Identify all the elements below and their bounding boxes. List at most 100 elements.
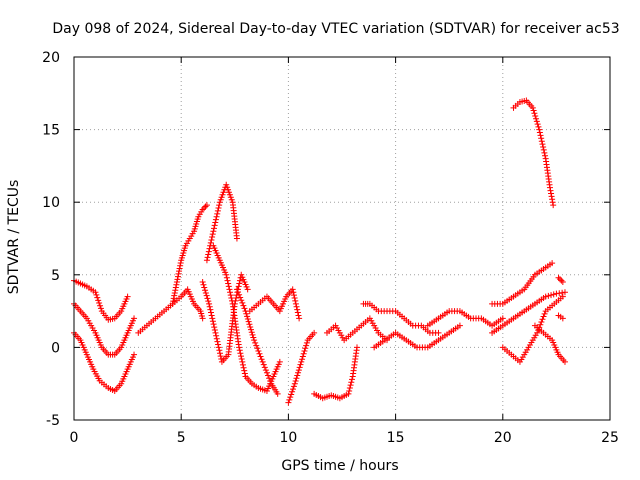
data-point: [172, 284, 179, 291]
data-point: [561, 358, 568, 365]
data-point: [542, 293, 549, 300]
data-point: [243, 310, 250, 317]
data-point: [215, 344, 222, 351]
data-point: [206, 300, 213, 307]
data-point: [245, 318, 252, 325]
data-point: [203, 202, 210, 209]
data-point: [209, 315, 216, 322]
data-point: [535, 327, 542, 334]
data-point: [538, 135, 545, 142]
series-track-j: [246, 286, 303, 322]
data-point: [239, 299, 246, 306]
series-track-b: [71, 300, 138, 358]
series-track-v: [555, 274, 566, 286]
data-point: [171, 289, 178, 296]
data-point: [274, 390, 281, 397]
data-point: [540, 146, 547, 153]
data-point: [538, 138, 545, 145]
data-point: [293, 375, 300, 382]
data-point: [545, 292, 552, 299]
data-point: [247, 323, 254, 330]
y-tick-label: 0: [51, 340, 60, 356]
data-point: [261, 364, 268, 371]
data-point: [244, 286, 251, 293]
data-point: [206, 303, 213, 310]
data-point: [541, 310, 548, 317]
data-point: [235, 289, 242, 296]
data-point: [208, 309, 215, 316]
data-point: [241, 370, 248, 377]
data-point: [227, 289, 234, 296]
data-point: [199, 206, 206, 213]
data-point: [546, 184, 553, 191]
data-point: [170, 298, 177, 305]
data-point: [263, 369, 270, 376]
data-point: [258, 356, 265, 363]
x-tick-label: 15: [387, 430, 405, 446]
data-point: [499, 315, 506, 322]
grid: [74, 57, 610, 420]
data-point: [202, 289, 209, 296]
series-track-m: [323, 315, 391, 344]
data-point: [229, 297, 236, 304]
data-point: [96, 300, 103, 307]
data-point: [210, 321, 217, 328]
data-points: [71, 97, 568, 406]
data-point: [244, 313, 251, 320]
series-track-l: [311, 344, 361, 402]
data-point: [212, 216, 219, 223]
data-point: [208, 312, 215, 319]
data-point: [435, 329, 442, 336]
data-point: [286, 396, 293, 403]
data-point: [207, 239, 214, 246]
data-point: [252, 339, 259, 346]
series-track-w: [555, 312, 566, 322]
data-point: [201, 205, 208, 212]
data-point: [213, 213, 220, 220]
data-point: [224, 277, 231, 284]
data-point: [300, 350, 307, 357]
data-point: [176, 268, 183, 275]
y-tick-label: -5: [46, 413, 60, 429]
data-point: [205, 298, 212, 305]
data-point: [559, 293, 566, 300]
data-point: [212, 329, 219, 336]
data-point: [199, 279, 206, 286]
data-point: [174, 276, 181, 283]
data-point: [303, 342, 310, 349]
y-tick-label: 10: [42, 195, 60, 211]
data-point: [534, 121, 541, 128]
series-track-d: [135, 286, 206, 336]
data-point: [202, 287, 209, 294]
data-point: [537, 132, 544, 139]
data-point: [93, 291, 100, 298]
data-point: [549, 199, 556, 206]
data-point: [550, 202, 557, 209]
data-point: [238, 353, 245, 360]
x-axis-label: GPS time / hours: [281, 458, 398, 474]
data-point: [548, 193, 555, 200]
data-point: [226, 286, 233, 293]
data-point: [211, 326, 218, 333]
data-point: [124, 293, 131, 300]
x-tick-label: 10: [279, 430, 297, 446]
data-point: [174, 273, 181, 280]
data-point: [349, 376, 356, 383]
series-track-q: [489, 260, 556, 307]
data-point: [536, 126, 543, 133]
data-point: [214, 207, 221, 214]
data-point: [202, 203, 209, 210]
series-track-i: [233, 286, 281, 397]
data-point: [299, 353, 306, 360]
series-track-n: [360, 300, 442, 336]
data-point: [171, 292, 178, 299]
data-point: [285, 399, 292, 406]
y-tick-labels: -5 0 5 10 15 20: [42, 50, 60, 429]
data-point: [347, 382, 354, 389]
series-track-u: [531, 322, 568, 365]
data-point: [530, 107, 537, 114]
data-point: [296, 315, 303, 322]
data-point: [215, 341, 222, 348]
data-point: [170, 295, 177, 302]
data-point: [225, 283, 232, 290]
